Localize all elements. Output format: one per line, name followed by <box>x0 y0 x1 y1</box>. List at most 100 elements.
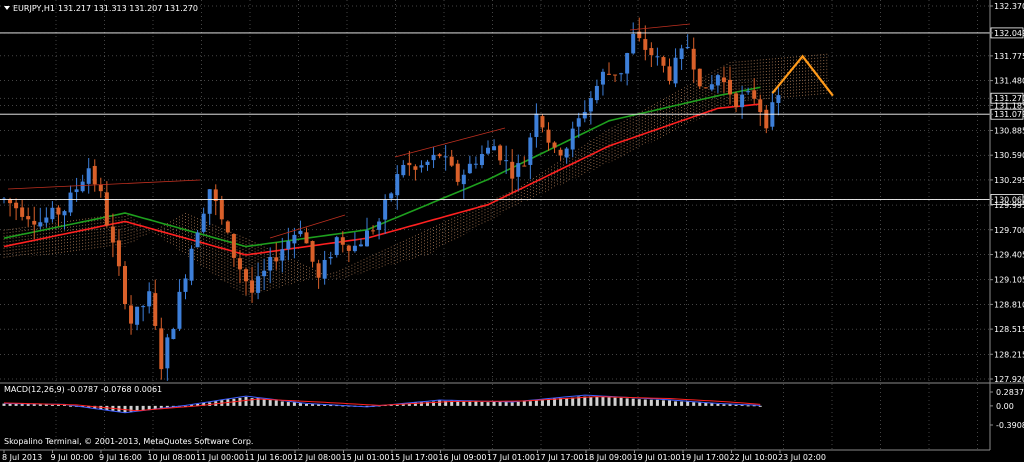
macd-histogram-bar <box>14 403 18 406</box>
macd-histogram-bar <box>583 396 587 406</box>
candle-body <box>358 244 363 247</box>
macd-histogram-bar <box>305 403 308 406</box>
candle-body <box>62 211 67 216</box>
projection-zigzag-line[interactable] <box>771 54 834 97</box>
candle-body <box>649 48 654 56</box>
candle-body <box>116 240 121 267</box>
candle-body <box>334 237 339 256</box>
candle-body <box>20 207 25 217</box>
candle-body <box>431 154 436 161</box>
candle-body <box>715 75 720 86</box>
candle-body <box>558 149 563 156</box>
candle-body <box>582 112 587 119</box>
macd-histogram-bar <box>740 404 744 406</box>
time-tick-label: 15 Jul 01:00 <box>342 453 390 462</box>
macd-histogram-bar <box>625 398 629 406</box>
price-tick-label: 131.185 <box>994 101 1024 110</box>
candle-body <box>685 46 690 48</box>
macd-histogram-bar <box>668 400 671 406</box>
candle-body <box>110 226 115 243</box>
macd-histogram-bar <box>547 399 550 406</box>
candle-body <box>316 263 321 278</box>
triangle-down-icon[interactable] <box>4 6 10 10</box>
candle-body <box>576 118 581 127</box>
symbol-label: EURJPY,H1 <box>13 4 55 13</box>
time-tick-label: 12 Jul 08:00 <box>293 453 341 462</box>
macd-histogram-bar <box>323 404 327 406</box>
candle-body <box>104 192 109 226</box>
macd-histogram-bar <box>426 401 429 406</box>
candle-body <box>776 95 781 103</box>
macd-histogram-bar <box>153 405 157 410</box>
macd-histogram-bar <box>559 398 563 406</box>
price-tick-label: 130.062 <box>994 195 1024 204</box>
macd-histogram-bar <box>135 405 139 411</box>
macd-histogram-bar <box>238 397 242 406</box>
price-tick-label: 131.270 <box>994 94 1024 103</box>
candle-body <box>50 207 55 220</box>
candle-body <box>147 291 152 307</box>
candle-body <box>298 230 303 235</box>
price-tick-label: 129.405 <box>994 251 1024 260</box>
macd-histogram-bar <box>595 396 599 406</box>
macd-histogram-bar <box>528 401 532 406</box>
price-axis[interactable]: 132.370 132.049 131.775 131.480 131.270131.1… <box>989 0 1024 450</box>
macd-histogram-bar <box>26 403 30 406</box>
candle-body <box>274 257 279 262</box>
time-tick-label: 19 Jul 17:00 <box>681 453 729 462</box>
candle-body <box>594 85 599 101</box>
price-tick-label: 131.079 <box>994 110 1024 119</box>
candle-body <box>38 222 43 227</box>
candle-body <box>703 87 708 89</box>
macd-histogram-bar <box>619 397 623 406</box>
ohlc-readout: 131.217 131.313 131.207 131.270 <box>58 4 198 13</box>
macd-histogram-bar <box>637 399 641 406</box>
candle-body <box>383 199 388 220</box>
macd-histogram-bar <box>486 402 490 406</box>
candle-body <box>44 217 49 223</box>
macd-histogram-bar <box>407 403 411 406</box>
macd-histogram-bar <box>758 405 762 407</box>
candle-body <box>443 156 448 158</box>
candle-body <box>123 265 127 305</box>
candle-body <box>679 48 684 60</box>
candle-body <box>328 257 333 259</box>
candle-body <box>207 189 212 214</box>
candle-body <box>68 192 73 213</box>
macd-histogram-bar <box>534 400 538 406</box>
macd-histogram-bar <box>365 405 369 407</box>
candle-body <box>365 230 369 247</box>
macd-histogram-bar <box>184 405 187 407</box>
candle-body <box>26 216 31 220</box>
candle-body <box>764 109 769 129</box>
macd-histogram-bar <box>20 403 24 406</box>
candle-body <box>619 73 624 75</box>
copyright-text: Skopalino Terminal, © 2001-2013, MetaQuo… <box>4 437 253 446</box>
time-tick-label: 18 Jul 09:00 <box>584 453 632 462</box>
price-tick-label: 128.810 <box>994 300 1024 309</box>
candle-body <box>637 31 642 39</box>
candle-body <box>141 306 146 308</box>
candle-body <box>625 53 630 74</box>
macd-histogram-bar <box>504 401 508 406</box>
candle-body <box>413 166 418 170</box>
candle-body <box>352 245 357 252</box>
macd-histogram-bar <box>329 405 333 407</box>
moving-average-fast-line <box>3 86 761 248</box>
candle-body <box>213 189 218 202</box>
macd-label: MACD(12,26,9) -0.0787 -0.0768 0.0061 <box>4 385 162 394</box>
macd-histogram-bar <box>190 404 194 406</box>
macd-histogram-bar <box>631 398 635 406</box>
candle-body <box>86 168 91 184</box>
candle-body <box>752 90 757 99</box>
candle-body <box>552 142 557 148</box>
candle-body <box>244 269 248 282</box>
macd-histogram-bar <box>710 402 714 406</box>
horizontal-levels[interactable] <box>0 32 990 200</box>
candle-body <box>728 79 732 95</box>
candle-body <box>740 94 745 108</box>
macd-histogram-bar <box>571 397 575 406</box>
candle-body <box>473 163 478 165</box>
time-tick-label: 17 Jul 01:00 <box>487 453 535 462</box>
